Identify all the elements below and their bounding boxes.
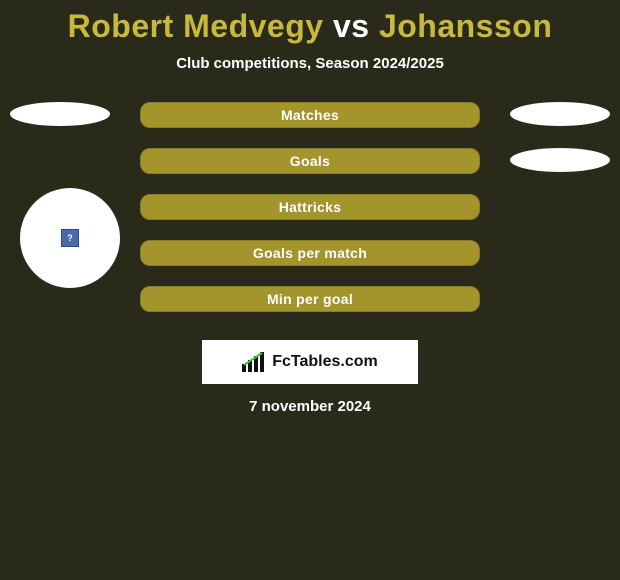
player2-value-bubble [510,102,610,126]
stat-bar: Goals [140,148,480,174]
bar-chart-icon [242,352,266,372]
stat-bar: Matches [140,102,480,128]
stat-row-goals: ? Goals [0,148,620,194]
stat-label: Matches [281,107,339,123]
stat-row-hattricks: Hattricks [0,194,620,240]
page-title: Robert Medvegy vs Johansson [0,0,620,51]
stat-label: Goals [290,153,330,169]
player1-name: Robert Medvegy [68,8,324,44]
vs-word: vs [333,8,370,44]
stats-area: Matches ? Goals Hattricks Goals per matc… [0,102,620,332]
player1-value-bubble [10,102,110,126]
stat-bar: Hattricks [140,194,480,220]
stat-row-goals-per-match: Goals per match [0,240,620,286]
stat-bar: Min per goal [140,286,480,312]
fctables-logo[interactable]: FcTables.com [202,340,418,384]
player2-name: Johansson [379,8,552,44]
stat-row-min-per-goal: Min per goal [0,286,620,332]
stat-label: Hattricks [279,199,342,215]
date-text: 7 november 2024 [0,398,620,415]
subtitle: Club competitions, Season 2024/2025 [0,55,620,72]
stat-label: Goals per match [253,245,367,261]
stat-row-matches: Matches [0,102,620,148]
logo-text: FcTables.com [272,353,378,371]
stat-label: Min per goal [267,291,353,307]
player2-value-bubble [510,148,610,172]
stat-bar: Goals per match [140,240,480,266]
